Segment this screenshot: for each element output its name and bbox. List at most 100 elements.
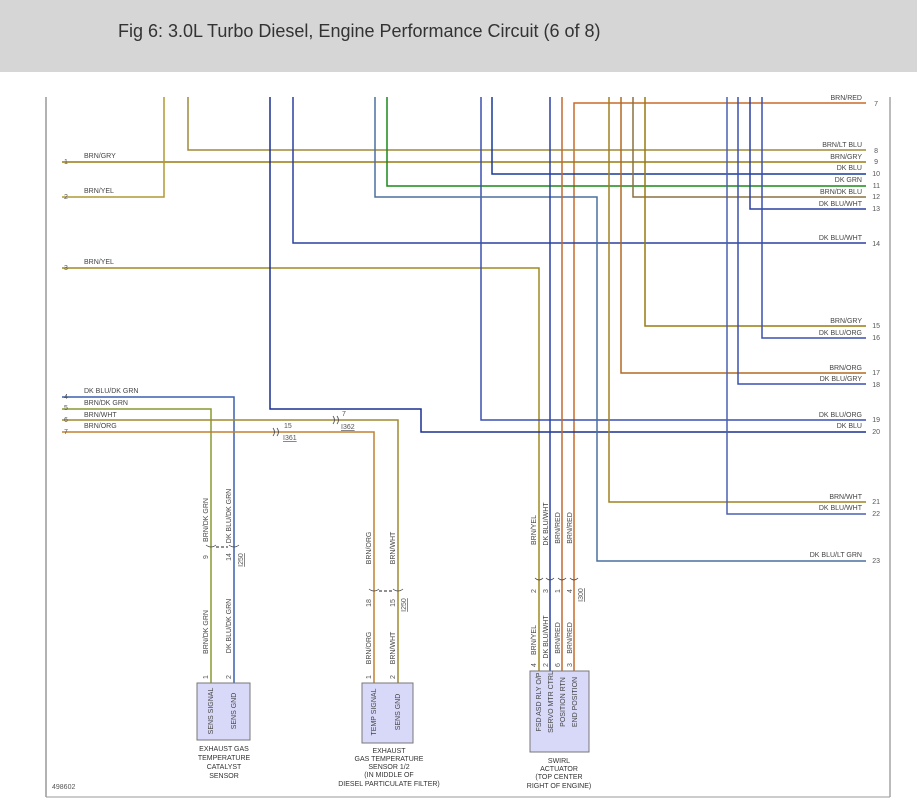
inline-connector-i361: 15 I361 (272, 423, 297, 442)
connector-pin: 15 (284, 423, 292, 430)
wire-label: BRN/ORG (366, 632, 373, 665)
terminal-label: TEMP SIGNAL (371, 688, 378, 735)
wire-right-22 (726, 97, 866, 515)
right-wire-labels: BRN/RED 7 BRN/LT BLU 8 BRN/GRY 9 DK BLU … (810, 95, 880, 565)
right-pin: 20 (872, 429, 880, 436)
right-wire-label: BRN/LT BLU (822, 142, 862, 149)
connector-pin: 18 (366, 599, 373, 607)
terminal-label: END POSITION (572, 677, 579, 727)
wire-label: BRN/WHT (390, 631, 397, 664)
wire-left-5 (62, 408, 212, 683)
caption: TEMPERATURE (198, 755, 251, 762)
left-pin: 4 (64, 394, 68, 401)
left-pin: 6 (64, 417, 68, 424)
connector-symbol-icon (272, 427, 279, 437)
left-wire-label: BRN/DK GRN (84, 400, 128, 407)
wire-right-7 (573, 102, 866, 672)
right-wire-label: DK BLU (837, 423, 862, 430)
right-pin: 13 (872, 206, 880, 213)
right-pin: 16 (872, 335, 880, 342)
pin: 1 (203, 675, 210, 679)
right-pin: 23 (872, 558, 880, 565)
wire-label: DK BLU/WHT (543, 615, 550, 659)
connector-pin: 3 (543, 589, 550, 593)
caption: CATALYST (207, 764, 242, 771)
pin: 6 (555, 663, 562, 667)
right-pin: 15 (872, 323, 880, 330)
pin: 4 (531, 663, 538, 667)
left-wire-label: BRN/ORG (84, 423, 117, 430)
connector-pin: 7 (342, 411, 346, 418)
right-pin: 12 (872, 194, 880, 201)
caption: EXHAUST GAS (199, 746, 249, 753)
right-pin: 19 (872, 417, 880, 424)
right-wire-label: DK BLU/LT GRN (810, 552, 862, 559)
right-wire-label: BRN/RED (830, 95, 862, 102)
inline-connector-i362: 7 I362 (332, 411, 355, 431)
pin: 3 (567, 663, 574, 667)
wire-right-23 (374, 97, 866, 562)
terminal-label: FSD ASD RLY O/P (536, 672, 543, 731)
wire-label: BRN/RED (555, 622, 562, 654)
left-wire-labels: 1 BRN/GRY 2 BRN/YEL 3 BRN/YEL 4 DK BLU/D… (64, 153, 138, 436)
connector-id: I300 (578, 588, 585, 602)
left-wire-label: BRN/YEL (84, 188, 114, 195)
right-pin: 11 (873, 183, 880, 190)
connector-id: I362 (341, 424, 355, 431)
right-wire-label: DK BLU/WHT (819, 235, 863, 242)
connector-symbol-icon (332, 415, 339, 425)
connector-pin: 2 (531, 589, 538, 593)
right-pin: 22 (872, 511, 880, 518)
wire-right-11 (386, 97, 866, 187)
right-wire-label: BRN/GRY (830, 318, 862, 325)
wire-label: BRN/RED (555, 512, 562, 544)
wire-label: BRN/DK GRN (203, 610, 210, 654)
caption: SENSOR (209, 773, 239, 780)
pin: 2 (226, 675, 233, 679)
wire-right-20 (269, 97, 866, 433)
left-pin: 1 (64, 159, 68, 166)
right-pin: 21 (872, 499, 880, 506)
wire-right-16 (761, 97, 866, 339)
right-wire-label: DK BLU (837, 165, 862, 172)
swirl-actuator: BRN/YEL DK BLU/WHT BRN/RED BRN/RED 2 3 1… (527, 502, 591, 790)
wire-label: BRN/RED (567, 622, 574, 654)
right-pin: 18 (872, 382, 880, 389)
right-wire-label: BRN/ORG (829, 365, 862, 372)
terminal-label: SENS GND (395, 694, 402, 731)
connector-symbol-icon (205, 544, 240, 548)
right-pin: 10 (872, 171, 880, 178)
connector-id: I361 (283, 435, 297, 442)
caption: ACTUATOR (540, 766, 578, 773)
component-box (529, 670, 590, 753)
right-wire-label: DK BLU/ORG (819, 330, 862, 337)
right-wire-label: BRN/GRY (830, 154, 862, 161)
wire-label: BRN/YEL (531, 625, 538, 655)
wire-right-17 (620, 97, 866, 374)
right-pin: 14 (872, 241, 880, 248)
dpf-temperature-sensor: BRN/ORG BRN/WHT 18 15 I250 BRN/ORG BRN/W… (338, 531, 440, 788)
caption: SENSOR 1/2 (368, 764, 409, 771)
wire-label: DK BLU/DK GRN (226, 599, 233, 653)
right-wire-label: BRN/DK BLU (820, 189, 862, 196)
terminal-label: SENS SIGNAL (208, 688, 215, 735)
right-pin: 8 (874, 148, 878, 155)
wire-right-12 (632, 97, 866, 198)
terminal-label: POSITION RTN (560, 677, 567, 727)
figure-title: Fig 6: 3.0L Turbo Diesel, Engine Perform… (118, 21, 601, 41)
wire-label: BRN/YEL (531, 515, 538, 545)
connector-id: I250 (238, 553, 245, 567)
wire-right-21 (608, 97, 866, 503)
terminal-label: SERVO MTR CTRL (548, 671, 555, 733)
left-pin: 5 (64, 405, 68, 412)
left-wire-label: BRN/WHT (84, 412, 117, 419)
pin: 2 (543, 663, 550, 667)
wire-left-2 (62, 97, 165, 198)
wire-right-19 (480, 97, 866, 421)
left-wire-label: DK BLU/DK GRN (84, 388, 138, 395)
connector-pin: 15 (390, 599, 397, 607)
diagram-id: 498602 (52, 784, 75, 791)
connector-pin: 4 (567, 589, 574, 593)
caption: (TOP CENTER (535, 774, 582, 781)
